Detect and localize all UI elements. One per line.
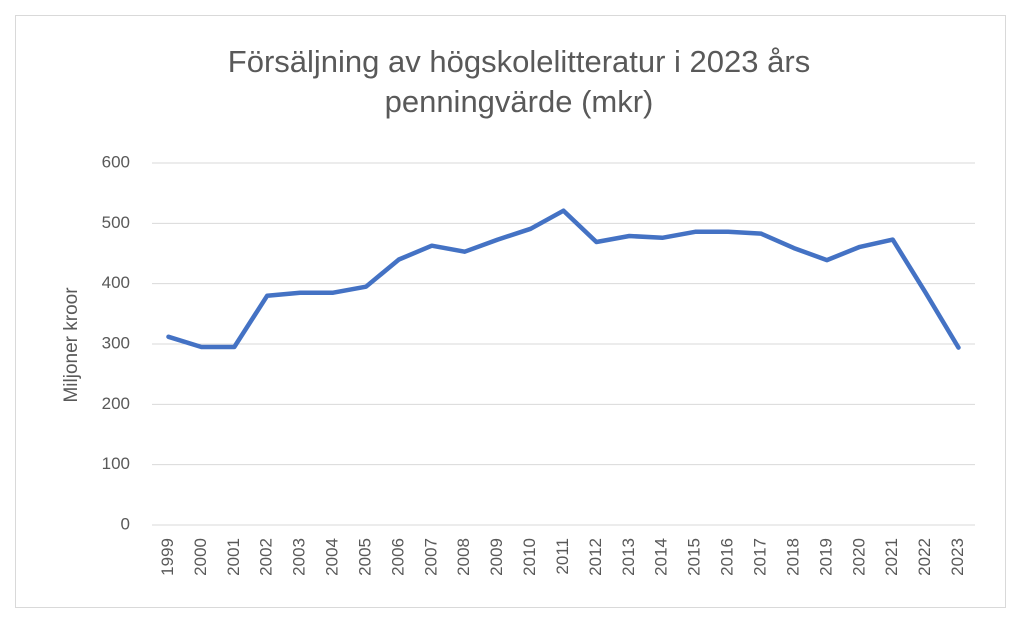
y-tick-label: 400 [102,273,130,292]
chart-title: Försäljning av högskolelitteratur i 2023… [227,44,811,119]
x-tick-label: 2015 [685,538,704,576]
x-tick-label: 2012 [586,538,605,576]
x-tick-label: 2020 [849,538,868,576]
x-tick-label: 2001 [224,538,243,576]
x-tick-label: 2007 [421,538,440,576]
y-tick-label: 300 [102,333,130,352]
x-tick-label: 1999 [158,538,177,576]
y-tick-label: 600 [102,152,130,171]
x-tick-label: 2008 [454,538,473,576]
x-tick-label: 2023 [948,538,967,576]
x-tick-label: 2004 [323,538,342,576]
chart-border [15,15,1006,608]
x-tick-label: 2014 [652,538,671,576]
y-tick-label: 500 [102,213,130,232]
x-tick-label: 2011 [553,538,572,575]
x-tick-label: 2022 [915,538,934,576]
x-tick-label: 2006 [388,538,407,576]
x-tick-label: 2000 [191,538,210,576]
x-tick-label: 2003 [290,538,309,576]
data-line [166,208,961,350]
x-tick-label: 2002 [257,538,276,576]
y-axis-label: Miljoner kroor [61,287,82,403]
x-tick-label: 2005 [355,538,374,576]
x-tick-label: 2018 [783,538,802,576]
y-tick-label: 100 [102,454,130,473]
y-tick-label: 0 [121,514,130,533]
y-tick-label: 200 [102,394,130,413]
x-tick-label: 2010 [520,538,539,576]
x-tick-label: 2013 [619,538,638,576]
x-tick-label: 2021 [882,538,901,576]
x-tick-label: 2009 [487,538,506,576]
x-tick-label: 2017 [751,538,770,576]
x-tick-label: 2019 [816,538,835,576]
x-tick-label: 2016 [718,538,737,576]
